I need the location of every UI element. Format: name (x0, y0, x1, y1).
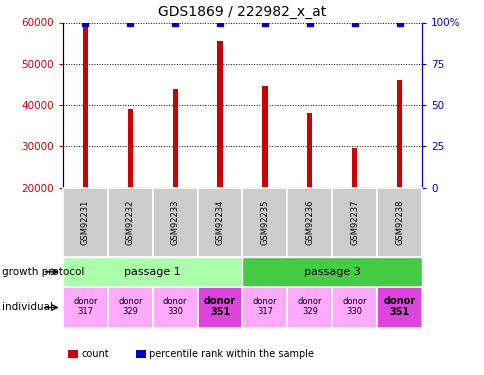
Bar (351, 148, 357, 188)
Bar (287, 287, 332, 328)
Bar (63, 287, 107, 328)
Bar (217, 41, 222, 188)
Bar (197, 287, 242, 328)
Bar (262, 87, 267, 188)
Text: GSM92234: GSM92234 (215, 200, 224, 245)
Text: donor
330: donor 330 (163, 297, 187, 316)
Bar (152, 287, 197, 328)
Bar (396, 80, 401, 188)
Text: count: count (81, 349, 109, 359)
Bar (332, 287, 376, 328)
Bar (242, 287, 287, 328)
Text: donor
351: donor 351 (204, 296, 236, 318)
Bar (83, 25, 88, 188)
Text: donor
330: donor 330 (342, 297, 366, 316)
Text: individual: individual (2, 303, 53, 312)
Bar (172, 88, 178, 188)
Bar (63, 257, 242, 287)
Text: percentile rank within the sample: percentile rank within the sample (149, 349, 314, 359)
Text: GSM92235: GSM92235 (260, 200, 269, 245)
Bar (242, 188, 287, 257)
Bar (63, 188, 107, 257)
Bar (127, 109, 133, 188)
Text: GSM92238: GSM92238 (394, 200, 403, 245)
Bar (197, 188, 242, 257)
Text: donor
351: donor 351 (383, 296, 415, 318)
Bar (287, 188, 332, 257)
Title: GDS1869 / 222982_x_at: GDS1869 / 222982_x_at (158, 5, 326, 19)
Text: passage 1: passage 1 (124, 267, 181, 277)
Text: GSM92232: GSM92232 (125, 200, 135, 245)
Text: donor
317: donor 317 (73, 297, 98, 316)
Text: growth protocol: growth protocol (2, 267, 85, 277)
Text: GSM92231: GSM92231 (81, 200, 90, 245)
Bar (332, 188, 376, 257)
Text: donor
329: donor 329 (297, 297, 321, 316)
Bar (306, 113, 312, 188)
Bar (376, 287, 421, 328)
Bar (152, 188, 197, 257)
Text: GSM92236: GSM92236 (304, 200, 314, 245)
Text: passage 3: passage 3 (303, 267, 360, 277)
Text: GSM92233: GSM92233 (170, 200, 180, 245)
Text: donor
317: donor 317 (252, 297, 277, 316)
Bar (376, 188, 421, 257)
Bar (242, 257, 421, 287)
Text: donor
329: donor 329 (118, 297, 142, 316)
Bar (107, 287, 152, 328)
Bar (107, 188, 152, 257)
Text: GSM92237: GSM92237 (349, 200, 359, 245)
